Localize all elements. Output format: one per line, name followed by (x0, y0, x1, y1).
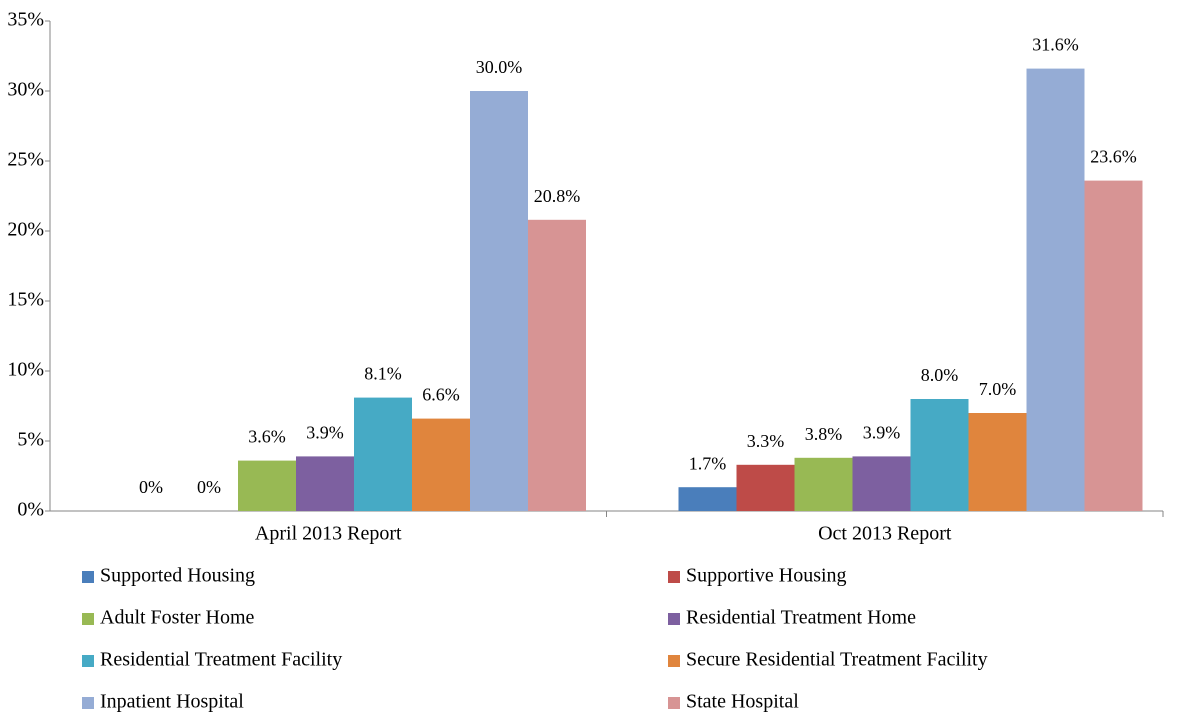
legend-label: Supportive Housing (686, 565, 847, 587)
legend-swatch (82, 571, 94, 583)
legend-swatch (668, 697, 680, 709)
legend-swatch (668, 655, 680, 667)
value-label: 0% (139, 477, 163, 497)
bar (354, 397, 412, 511)
bar (528, 219, 586, 512)
value-label: 3.6% (248, 427, 286, 447)
legend-label: Secure Residential Treatment Facility (686, 649, 988, 671)
y-tick-label: 25% (7, 149, 44, 171)
bar (1026, 68, 1085, 511)
y-tick-label: 0% (17, 499, 44, 521)
value-label: 6.6% (422, 385, 460, 405)
bar (1084, 180, 1143, 511)
x-tick-label: Oct 2013 Report (818, 523, 952, 545)
value-label: 1.7% (689, 453, 727, 473)
legend-label: Residential Treatment Facility (100, 649, 342, 671)
bar (678, 487, 737, 511)
x-tick-label: April 2013 Report (255, 523, 402, 545)
value-label: 20.8% (534, 186, 581, 206)
value-label: 3.8% (805, 424, 843, 444)
bar (238, 460, 296, 511)
value-label: 23.6% (1090, 147, 1137, 167)
value-label: 31.6% (1032, 35, 1079, 55)
legend-swatch (82, 697, 94, 709)
bar (736, 464, 795, 511)
value-label: 8.0% (921, 365, 959, 385)
bar (470, 91, 528, 511)
y-tick-label: 10% (7, 359, 44, 381)
value-label: 3.3% (747, 431, 785, 451)
y-tick-label: 35% (7, 9, 44, 31)
bar (910, 399, 969, 511)
y-tick-label: 5% (17, 429, 44, 451)
y-tick-label: 20% (7, 219, 44, 241)
bar (852, 456, 911, 511)
bar (968, 413, 1027, 511)
value-label: 8.1% (364, 364, 402, 384)
value-label: 3.9% (863, 423, 901, 443)
legend-swatch (82, 613, 94, 625)
value-label: 30.0% (476, 57, 523, 77)
legend-label: Inpatient Hospital (100, 691, 244, 713)
value-label: 3.9% (306, 423, 344, 443)
y-tick-label: 30% (7, 79, 44, 101)
legend-label: State Hospital (686, 691, 799, 713)
legend-label: Supported Housing (100, 565, 255, 587)
legend-swatch (668, 571, 680, 583)
bar (412, 418, 470, 511)
legend-swatch (82, 655, 94, 667)
value-label: 7.0% (979, 379, 1017, 399)
value-label: 0% (197, 477, 221, 497)
bar (794, 457, 853, 511)
legend-label: Residential Treatment Home (686, 607, 916, 629)
y-tick-label: 15% (7, 289, 44, 311)
bar (296, 456, 354, 511)
legend-swatch (668, 613, 680, 625)
legend-label: Adult Foster Home (100, 607, 255, 629)
